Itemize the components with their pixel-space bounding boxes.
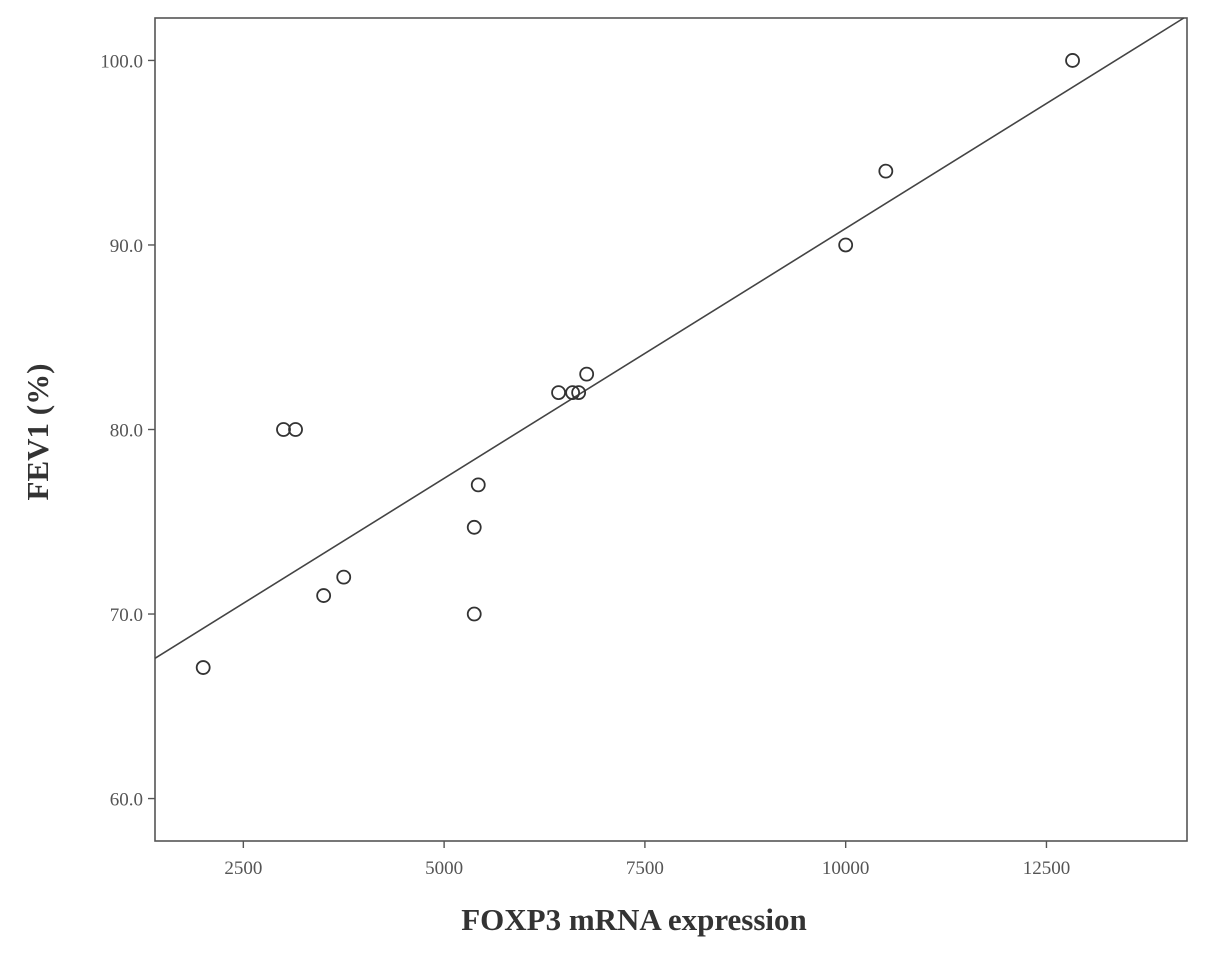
x-tick-label: 7500	[626, 858, 664, 879]
y-tick-label: 60.0	[110, 790, 143, 811]
x-tick-label: 10000	[822, 858, 870, 879]
data-point	[470, 477, 486, 493]
data-point	[565, 385, 581, 400]
data-point	[466, 519, 482, 535]
data-point	[288, 422, 303, 437]
y-axis-ticks: 60.0 70.0 80.0 90.0 100.0	[100, 51, 155, 811]
data-point	[878, 163, 894, 179]
data-point	[1065, 53, 1080, 68]
data-point	[466, 606, 482, 622]
data-point	[276, 422, 291, 437]
data-point	[838, 237, 854, 253]
x-axis-ticks: 2500 5000 7500 10000 12500	[224, 841, 1070, 879]
data-point	[579, 366, 595, 382]
plot-area	[154, 17, 1185, 675]
data-point	[551, 385, 566, 400]
data-point	[336, 569, 352, 585]
plot-frame	[154, 17, 1188, 842]
data-point	[571, 385, 587, 400]
x-tick-label: 5000	[425, 858, 463, 879]
x-tick-label: 2500	[224, 858, 262, 879]
data-point	[316, 588, 332, 603]
y-tick-label: 70.0	[110, 605, 143, 626]
x-axis-title: FOXP3 mRNA expression	[461, 902, 807, 937]
regression-line	[154, 17, 1185, 659]
data-point	[195, 660, 211, 675]
y-tick-label: 80.0	[110, 421, 143, 442]
y-tick-label: 90.0	[110, 236, 143, 257]
x-tick-label: 12500	[1023, 858, 1071, 879]
y-axis-title: FEV1 (%)	[20, 364, 55, 501]
y-tick-label: 100.0	[100, 51, 143, 72]
